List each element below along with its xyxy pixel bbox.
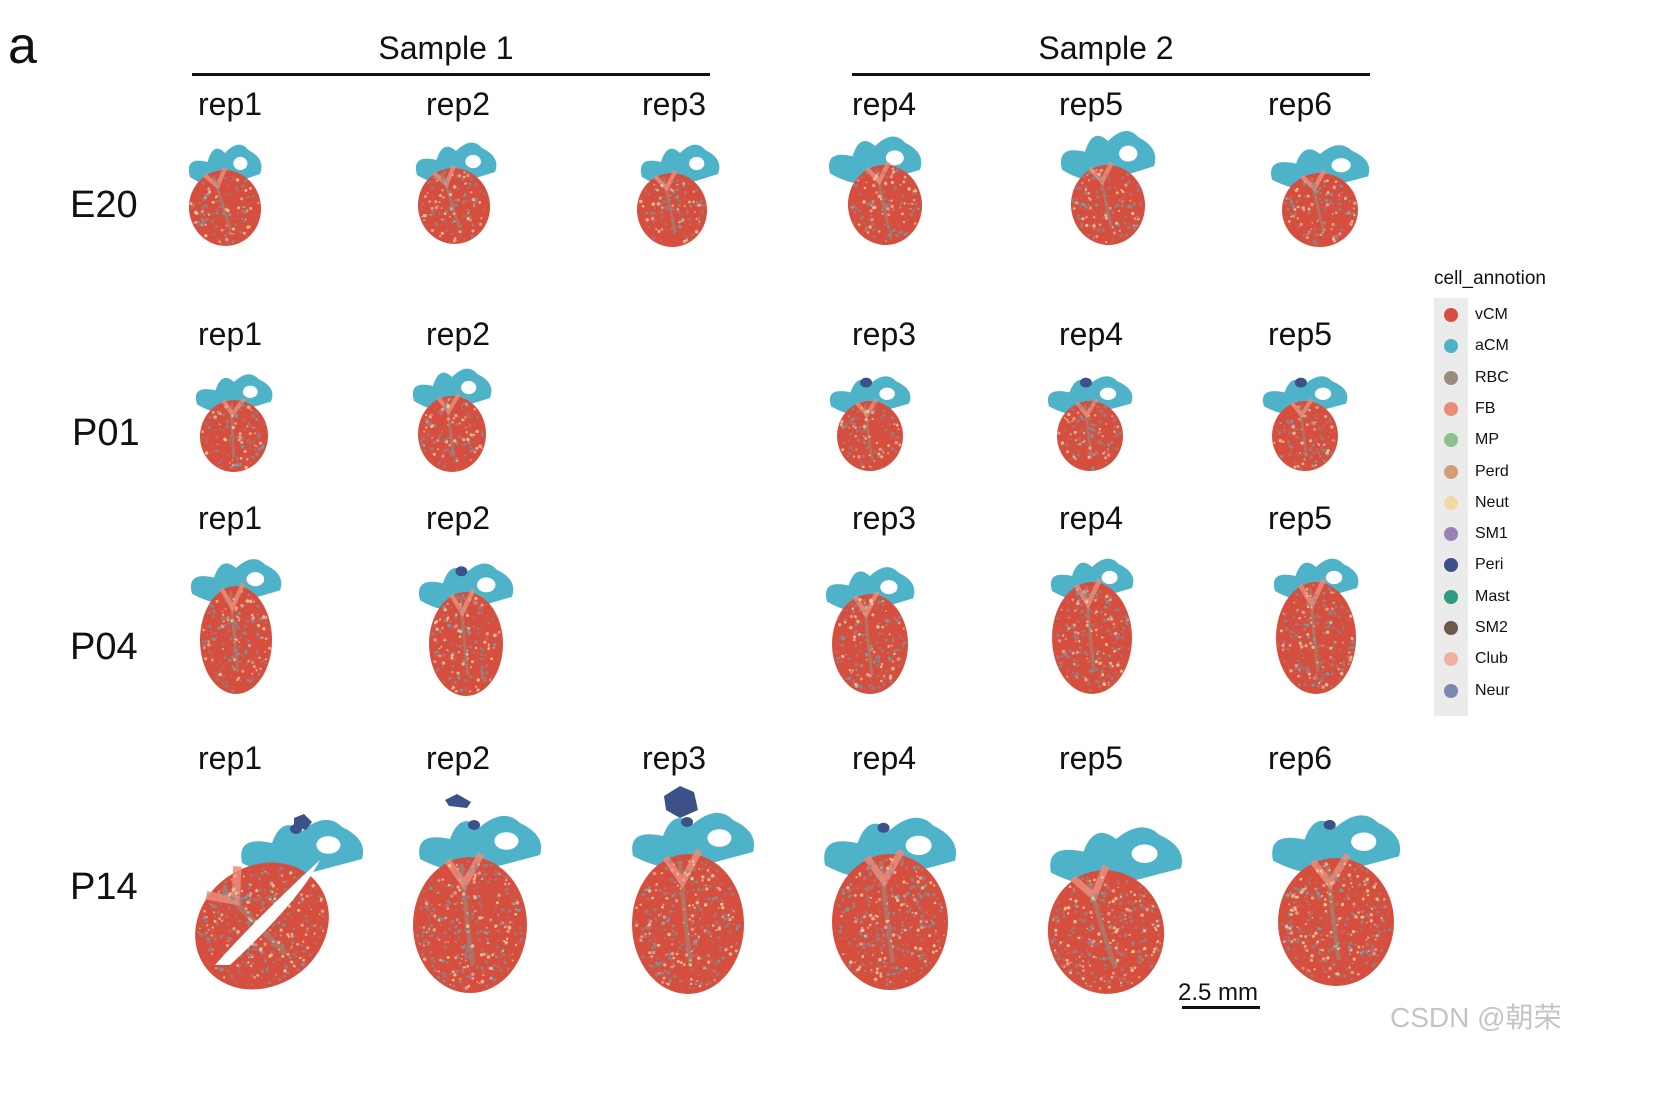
legend-item: vCM bbox=[1434, 300, 1508, 330]
legend-color-swatch bbox=[1444, 621, 1458, 635]
heart-section-image bbox=[1273, 558, 1359, 694]
legend-color-swatch bbox=[1444, 527, 1458, 542]
legend-item-label: RBC bbox=[1475, 368, 1509, 386]
legend-item: Peri bbox=[1434, 550, 1503, 580]
rep-label: rep4 bbox=[852, 740, 917, 776]
heart-section-image bbox=[415, 142, 497, 244]
legend-color-swatch bbox=[1444, 558, 1458, 573]
heart-section-image bbox=[188, 144, 262, 246]
rep-label: rep1 bbox=[198, 740, 263, 776]
legend-item-label: MP bbox=[1475, 431, 1499, 449]
rep-label: rep6 bbox=[1268, 86, 1333, 122]
rep-label: rep5 bbox=[1268, 500, 1333, 536]
rep-label: rep2 bbox=[426, 740, 491, 776]
legend-color-swatch bbox=[1444, 339, 1458, 354]
heart-section-image bbox=[1272, 815, 1401, 986]
sample-2-title: Sample 2 bbox=[1038, 30, 1174, 66]
rep-label: rep4 bbox=[1059, 500, 1124, 536]
heart-section-image bbox=[1050, 558, 1134, 694]
legend-item-label: Perd bbox=[1475, 462, 1509, 480]
scale-bar bbox=[1182, 1006, 1260, 1009]
heart-section-image bbox=[825, 567, 915, 694]
stage-label-p14: P14 bbox=[70, 866, 138, 908]
legend-item-label: vCM bbox=[1475, 306, 1508, 323]
legend-item-label: aCM bbox=[1475, 337, 1509, 355]
legend-color-swatch bbox=[1444, 464, 1458, 479]
heart-section-image bbox=[1047, 827, 1183, 994]
legend-color-swatch bbox=[1444, 433, 1458, 448]
heart-section-image bbox=[828, 136, 923, 245]
legend-color-swatch bbox=[1444, 308, 1458, 322]
heart-section-image bbox=[413, 815, 542, 993]
rep-label: rep1 bbox=[198, 86, 263, 122]
legend-item-label: Club bbox=[1475, 650, 1508, 668]
legend-item-label: Peri bbox=[1475, 556, 1504, 574]
legend-color-swatch bbox=[1444, 652, 1458, 667]
legend-item: FB bbox=[1434, 394, 1495, 424]
watermark: CSDN @朝荣 bbox=[1390, 1002, 1562, 1033]
sample-2-rule bbox=[852, 73, 1370, 76]
heart-section-image bbox=[195, 374, 273, 472]
heart-section-image bbox=[824, 817, 957, 990]
heart-section-image bbox=[418, 563, 514, 696]
legend-title: cell_annotion bbox=[1434, 268, 1546, 289]
legend-color-swatch bbox=[1444, 589, 1458, 604]
legend-color-swatch bbox=[1444, 495, 1458, 510]
legend-item-label: Neur bbox=[1475, 681, 1510, 699]
legend-item: Mast bbox=[1434, 582, 1510, 612]
legend-color-swatch bbox=[1444, 370, 1458, 385]
legend-item: Club bbox=[1434, 644, 1508, 674]
heart-section-image bbox=[1262, 376, 1348, 471]
legend-item: MP bbox=[1434, 425, 1499, 455]
heart-section-image bbox=[636, 144, 720, 247]
rep-label: rep3 bbox=[642, 740, 707, 776]
heart-section-image bbox=[190, 559, 282, 694]
sample-1-title: Sample 1 bbox=[378, 30, 514, 66]
rep-label: rep5 bbox=[1059, 86, 1124, 122]
heart-section-image bbox=[1271, 145, 1370, 248]
legend-item: RBC bbox=[1434, 363, 1509, 393]
legend-item: SM2 bbox=[1434, 613, 1508, 643]
legend-item: Perd bbox=[1434, 457, 1509, 487]
legend-item-label: FB bbox=[1475, 399, 1496, 417]
rep-label: rep3 bbox=[852, 316, 917, 352]
legend-item-label: SM1 bbox=[1475, 525, 1508, 543]
rep-label: rep5 bbox=[1268, 316, 1333, 352]
rep-label: rep4 bbox=[1059, 316, 1124, 352]
legend-item: Neur bbox=[1434, 676, 1510, 706]
rep-label: rep1 bbox=[198, 316, 263, 352]
heart-section-image bbox=[632, 812, 755, 994]
rep-label: rep5 bbox=[1059, 740, 1124, 776]
stage-label-p04: P04 bbox=[70, 626, 138, 668]
rep-label: rep1 bbox=[198, 500, 263, 536]
sample-1-rule bbox=[192, 73, 710, 76]
rep-label: rep3 bbox=[642, 86, 707, 122]
legend-color-swatch bbox=[1444, 683, 1458, 698]
legend-item-label: Neut bbox=[1475, 493, 1509, 511]
rep-label: rep3 bbox=[852, 500, 917, 536]
rep-label: rep2 bbox=[426, 86, 491, 122]
panel-letter: a bbox=[8, 17, 37, 75]
heart-section-image bbox=[1060, 131, 1156, 245]
legend-item-label: Mast bbox=[1475, 587, 1510, 605]
legend-item: SM1 bbox=[1434, 519, 1508, 549]
rep-label: rep4 bbox=[852, 86, 917, 122]
stage-label-p01: P01 bbox=[72, 412, 140, 454]
legend-color-swatch bbox=[1444, 401, 1458, 416]
scale-bar-label: 2.5 mm bbox=[1178, 979, 1259, 1006]
rep-label: rep6 bbox=[1268, 740, 1333, 776]
legend-item: Neut bbox=[1434, 488, 1509, 518]
legend-item: aCM bbox=[1434, 331, 1509, 361]
legend-item-label: SM2 bbox=[1475, 619, 1508, 636]
stage-label-e20: E20 bbox=[70, 184, 138, 226]
heart-section-image bbox=[1047, 376, 1133, 471]
heart-section-image bbox=[829, 376, 911, 471]
rep-label: rep2 bbox=[426, 316, 491, 352]
heart-section-image bbox=[412, 368, 492, 472]
rep-label: rep2 bbox=[426, 500, 491, 536]
